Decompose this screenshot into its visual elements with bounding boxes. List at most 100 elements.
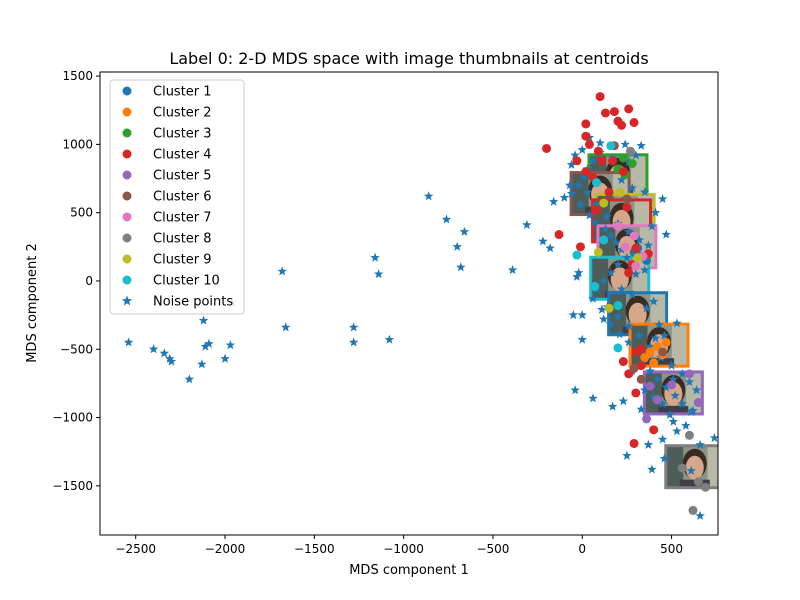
noise-point [650,207,661,217]
cluster-point [684,430,694,440]
cluster-point [700,482,710,492]
noise-point [225,340,236,350]
noise-point [348,322,359,332]
noise-point [657,398,668,408]
legend-marker [122,233,132,243]
cluster-point [677,463,687,473]
legend-marker [122,275,132,285]
cluster-point [624,104,634,114]
noise-point [566,159,577,169]
cluster-point [620,242,630,252]
noise-point [123,337,134,347]
x-tick-label: 500 [660,542,683,556]
legend-label: Cluster 3 [153,127,212,142]
x-tick-label: −1000 [383,542,424,556]
cluster-point [606,141,616,151]
noise-point [598,275,609,286]
noise-point [641,303,652,313]
noise-point [588,293,598,303]
noise-point [582,187,593,197]
noise-point [452,241,462,251]
y-axis-label: MDS component 2 [25,243,40,363]
cluster-point [631,388,641,398]
noise-point [659,453,670,463]
thumbnail-border [664,444,718,490]
cluster-point [629,231,639,241]
cluster-point [581,131,591,141]
noise-point [648,296,659,306]
legend-item: Cluster 7 [122,211,212,226]
legend-item: Cluster 4 [122,148,212,163]
noise-point [166,356,177,366]
legend-item: Noise points [121,295,233,310]
noise-point [695,439,705,449]
legend-item: Cluster 10 [122,274,220,289]
cluster-point [640,352,650,362]
y-tick-label: −1000 [52,411,93,425]
cluster-point [590,281,600,291]
noise-point [545,243,555,253]
noise-point [522,219,532,230]
noise-point [616,174,627,184]
legend-label: Cluster 1 [153,85,212,100]
legend: Cluster 1 Cluster 2 Cluster 3 Cluster 4 Clus… [109,79,245,315]
cluster-point [608,156,618,166]
noise-point [459,226,470,236]
cluster-point [658,347,668,357]
cluster-point [572,156,582,166]
noise-point [623,226,634,236]
noise-point [691,385,702,395]
thumbnail-shelf [665,445,684,488]
cluster-point [693,477,703,487]
noise-point [616,284,627,294]
legend-item: Cluster 6 [122,190,212,205]
cluster-point [622,202,632,212]
noise-point [584,210,595,220]
legend-item: Cluster 5 [122,169,212,184]
noise-point [220,353,230,363]
noise-point [622,252,632,262]
noise-point [640,265,650,275]
cluster-point [613,301,623,311]
noise-point [613,259,623,269]
noise-point [627,289,638,299]
x-tick-label: −500 [476,542,509,556]
noise-point [665,409,675,419]
legend-label: Cluster 10 [153,274,220,289]
noise-point [650,333,661,343]
y-tick-label: 1500 [62,69,93,83]
x-tick-label: −1500 [294,542,335,556]
cluster-point [617,120,627,130]
noise-point [577,334,588,344]
noise-point [652,374,663,384]
legend-marker [122,86,132,96]
noise-point [618,396,629,406]
noise-point [565,180,575,190]
noise-point [277,266,287,276]
cluster-point [652,395,662,405]
noise-point [709,433,718,443]
noise-point [441,214,452,224]
noise-point [573,267,584,277]
noise-point [611,237,621,247]
noise-point [606,230,616,240]
noise-point [572,271,582,281]
noise-point [568,310,579,320]
chart-title: Label 0: 2-D MDS space with image thumbn… [169,49,648,68]
legend-item: Cluster 2 [122,106,212,121]
noise-point [148,344,159,354]
y-tick-label: −500 [60,342,93,356]
noise-point [622,450,632,460]
noise-point [577,310,588,320]
cluster-point [593,146,603,156]
cluster-point [554,230,564,240]
cluster-point [688,505,698,515]
noise-point [606,267,616,277]
cluster-point [625,146,635,156]
noise-point [159,348,170,358]
legend-marker [122,191,132,201]
cluster-point [613,221,623,231]
cluster-point [615,187,625,197]
noise-point [570,385,580,395]
legend-star-marker [121,295,133,306]
